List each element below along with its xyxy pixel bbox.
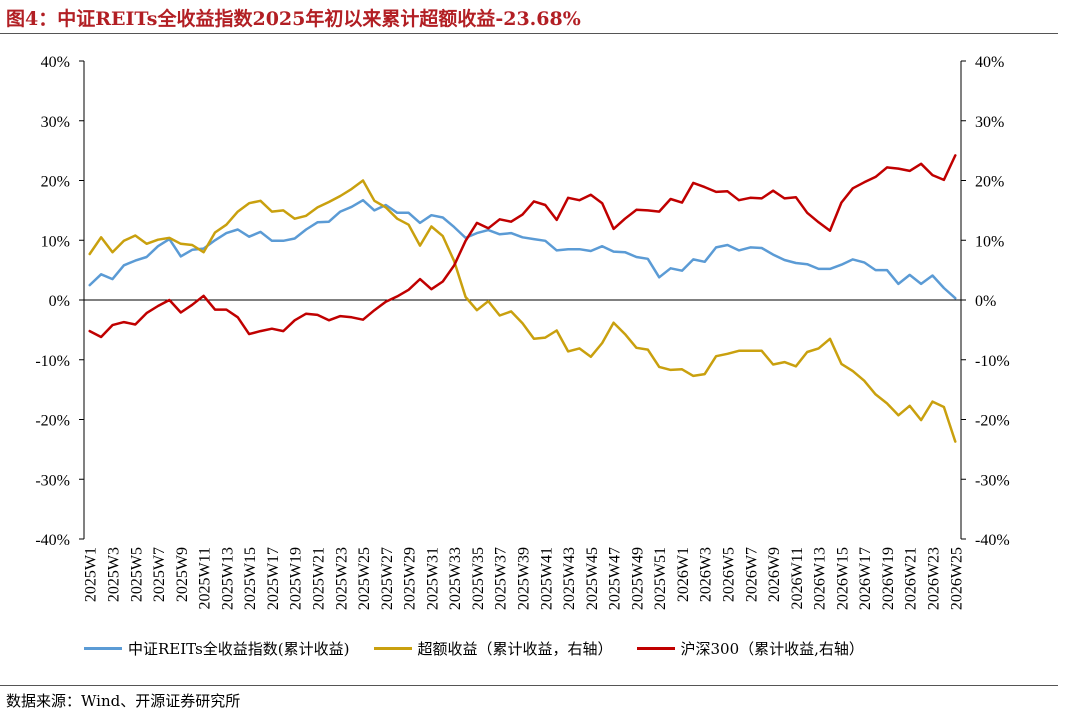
x-tick-label: 2025W15 [242, 547, 259, 610]
legend-swatch-csi300 [636, 647, 675, 650]
x-tick-label: 2026W15 [834, 547, 851, 610]
series-line-1 [88, 179, 957, 443]
x-tick-label: 2025W7 [151, 547, 168, 602]
right-y-tick-label: 0% [975, 293, 996, 310]
x-tick-label: 2025W5 [128, 547, 145, 602]
legend: 中证REITs全收益指数(累计收益) 超额收益（累计收益，右轴） 沪深300（累… [84, 638, 888, 659]
x-tick-label: 2025W39 [516, 547, 533, 610]
x-tick-label: 2025W21 [310, 547, 327, 610]
x-tick-label: 2025W1 [83, 547, 100, 602]
x-tick-label: 2025W35 [470, 547, 487, 610]
footer-divider [0, 685, 1058, 686]
legend-label-excess: 超额收益（累计收益，右轴） [417, 640, 613, 658]
left-y-tick-label: -40% [35, 532, 70, 549]
x-tick-label: 2025W33 [447, 547, 464, 610]
left-y-tick-label: -10% [35, 353, 70, 370]
x-tick-label: 2025W45 [584, 547, 601, 610]
x-tick-label: 2025W17 [265, 547, 282, 610]
tick-labels-layer: 40% 40% 30% 30% 20% 20% 10% 10% 0% 0% -10% -10% -20%… [35, 54, 1009, 610]
x-tick-label: 2025W47 [607, 547, 624, 610]
left-y-tick-label: 20% [41, 174, 70, 191]
legend-swatch-excess [373, 647, 412, 650]
right-y-tick-label: 30% [975, 114, 1004, 131]
x-tick-label: 2026W17 [857, 547, 874, 610]
x-tick-label: 2026W11 [789, 547, 806, 610]
x-tick-label: 2025W43 [561, 547, 578, 610]
left-y-tick-label: 0% [49, 293, 70, 310]
x-tick-label: 2026W1 [675, 547, 692, 602]
series-line-2 [88, 154, 957, 339]
legend-item-csi300: 沪深300（累计收益,右轴） [636, 638, 864, 659]
x-tick-label: 2026W25 [948, 547, 965, 610]
x-tick-label: 2025W49 [629, 547, 646, 610]
figure-title: 图4：中证REITs全收益指数2025年初以来累计超额收益-23.68% [6, 8, 581, 30]
legend-item-excess: 超额收益（累计收益，右轴） [373, 638, 613, 659]
right-y-tick-label: 10% [975, 233, 1004, 250]
x-tick-label: 2025W23 [333, 547, 350, 610]
x-tick-label: 2026W5 [721, 547, 738, 602]
x-tick-label: 2025W11 [197, 547, 214, 610]
x-tick-label: 2025W41 [538, 547, 555, 610]
legend-swatch-reits [84, 647, 122, 650]
x-tick-label: 2025W19 [288, 547, 305, 610]
x-tick-label: 2026W3 [698, 547, 715, 602]
x-tick-label: 2026W23 [926, 547, 943, 610]
left-y-tick-label: -20% [35, 413, 70, 430]
legend-label-csi300: 沪深300（累计收益,右轴） [680, 640, 864, 658]
x-tick-label: 2025W13 [219, 547, 236, 610]
x-tick-label: 2025W25 [356, 547, 373, 610]
right-y-tick-label: -40% [975, 532, 1010, 549]
right-y-tick-label: -30% [975, 472, 1010, 489]
x-tick-label: 2026W21 [903, 547, 920, 610]
x-tick-label: 2025W31 [424, 547, 441, 610]
legend-label-reits: 中证REITs全收益指数(累计收益) [128, 640, 350, 658]
series-line-0 [88, 198, 957, 300]
x-tick-label: 2025W27 [379, 547, 396, 610]
title-divider [0, 33, 1058, 34]
x-tick-label: 2026W9 [766, 547, 783, 602]
x-tick-label: 2025W29 [402, 547, 419, 610]
x-tick-label: 2025W3 [105, 547, 122, 602]
x-tick-label: 2026W13 [812, 547, 829, 610]
x-tick-label: 2026W19 [880, 547, 897, 610]
right-y-tick-label: -20% [975, 413, 1010, 430]
right-y-tick-label: -10% [975, 353, 1010, 370]
x-tick-label: 2026W7 [743, 547, 760, 602]
legend-item-reits: 中证REITs全收益指数(累计收益) [84, 638, 350, 659]
axes-layer [79, 60, 966, 540]
left-y-tick-label: -30% [35, 472, 70, 489]
right-y-tick-label: 40% [975, 54, 1004, 71]
x-tick-label: 2025W51 [652, 547, 669, 610]
source-note: 数据来源：Wind、开源证券研究所 [6, 692, 241, 710]
right-y-tick-label: 20% [975, 174, 1004, 191]
left-y-tick-label: 30% [41, 114, 70, 131]
x-tick-label: 2025W9 [174, 547, 191, 602]
series-layer [88, 154, 957, 443]
left-y-tick-label: 40% [41, 54, 70, 71]
left-y-tick-label: 10% [41, 233, 70, 250]
x-tick-label: 2025W37 [493, 547, 510, 610]
